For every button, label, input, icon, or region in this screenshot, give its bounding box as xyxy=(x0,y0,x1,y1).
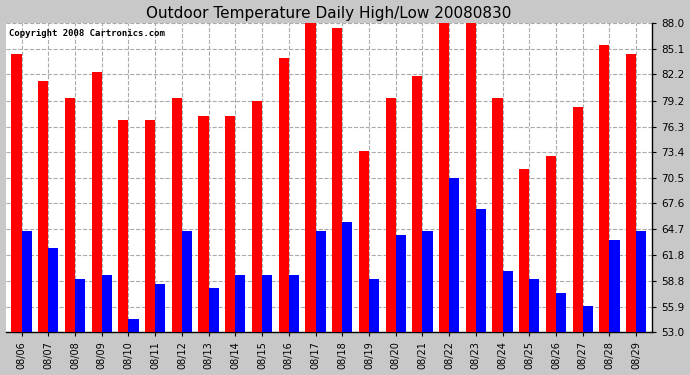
Bar xyxy=(502,270,513,332)
Bar xyxy=(155,284,166,332)
Bar xyxy=(466,23,476,332)
Bar xyxy=(609,240,620,332)
Bar xyxy=(529,279,540,332)
Bar xyxy=(315,231,326,332)
Bar xyxy=(493,98,502,332)
Text: Copyright 2008 Cartronics.com: Copyright 2008 Cartronics.com xyxy=(9,29,165,38)
Bar xyxy=(359,151,369,332)
Bar xyxy=(439,23,449,332)
Bar xyxy=(199,116,208,332)
Bar xyxy=(582,306,593,332)
Bar xyxy=(626,54,636,332)
Bar xyxy=(48,249,59,332)
Bar xyxy=(225,116,235,332)
Bar xyxy=(573,107,582,332)
Bar xyxy=(182,231,192,332)
Bar xyxy=(208,288,219,332)
Bar xyxy=(636,231,647,332)
Bar xyxy=(262,275,273,332)
Bar xyxy=(412,76,422,332)
Bar xyxy=(289,275,299,332)
Bar xyxy=(386,98,395,332)
Bar xyxy=(556,292,566,332)
Bar xyxy=(342,222,353,332)
Bar xyxy=(369,279,379,332)
Bar xyxy=(128,319,139,332)
Bar xyxy=(252,101,262,332)
Bar xyxy=(65,98,75,332)
Bar xyxy=(332,27,342,332)
Bar xyxy=(21,231,32,332)
Bar xyxy=(476,209,486,332)
Bar xyxy=(519,169,529,332)
Bar xyxy=(38,81,48,332)
Bar xyxy=(422,231,433,332)
Title: Outdoor Temperature Daily High/Low 20080830: Outdoor Temperature Daily High/Low 20080… xyxy=(146,6,511,21)
Bar xyxy=(75,279,85,332)
Bar xyxy=(546,156,556,332)
Bar xyxy=(92,72,101,332)
Bar xyxy=(12,54,21,332)
Bar xyxy=(145,120,155,332)
Bar xyxy=(395,235,406,332)
Bar xyxy=(449,178,460,332)
Bar xyxy=(306,23,315,332)
Bar xyxy=(172,98,182,332)
Bar xyxy=(118,120,128,332)
Bar xyxy=(599,45,609,332)
Bar xyxy=(279,58,289,332)
Bar xyxy=(235,275,246,332)
Bar xyxy=(101,275,112,332)
